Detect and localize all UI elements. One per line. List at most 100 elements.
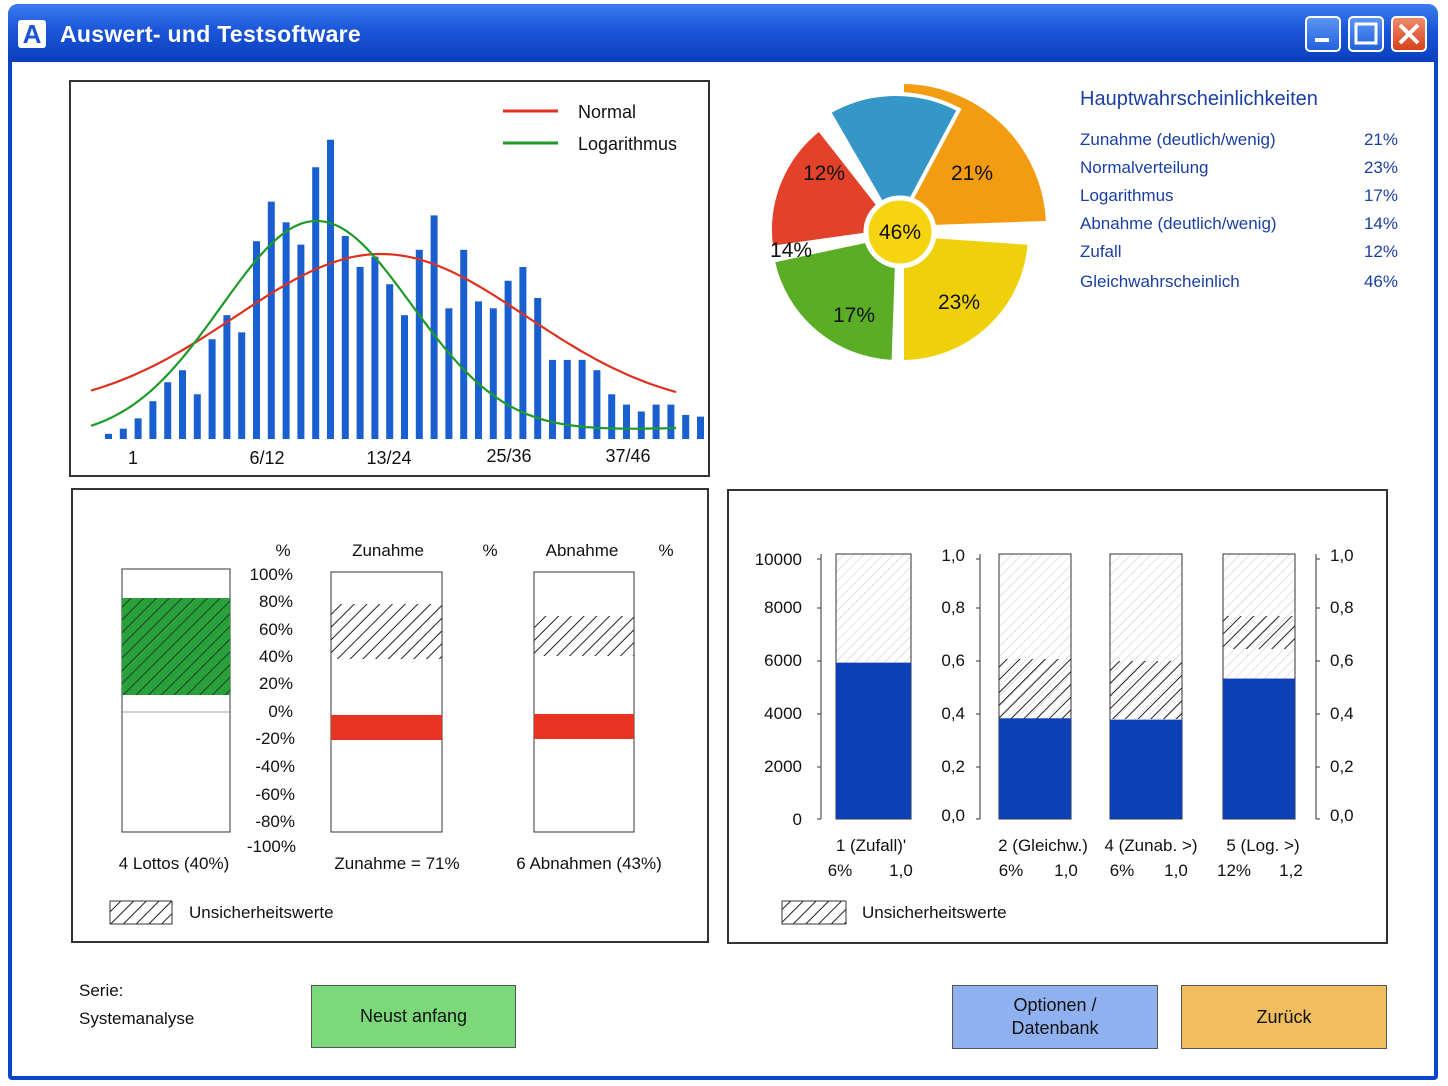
histogram-bar xyxy=(341,236,349,439)
lottos-uncertainty-hatch xyxy=(122,598,230,695)
pie-slice xyxy=(900,231,1032,365)
left-axis-tick: 0 xyxy=(793,810,802,829)
histogram-bar xyxy=(401,315,408,439)
zunahme-pct-header: % xyxy=(482,541,497,560)
histogram-bar xyxy=(519,267,527,439)
x-tick-label: 6/12 xyxy=(249,448,284,468)
probability-label: Zufall xyxy=(1080,242,1122,261)
minimize-button[interactable] xyxy=(1305,16,1341,52)
pie-slice xyxy=(768,126,902,251)
histogram-bar xyxy=(327,139,334,439)
back-button-label: Zurück xyxy=(1256,1006,1312,1027)
x-tick-label: 25/36 xyxy=(486,446,531,466)
probability-row: Logarithmus 17% xyxy=(1080,186,1398,206)
y-tick-label: -20% xyxy=(255,729,295,748)
title-bar[interactable]: A Auswert- und Testsoftware xyxy=(8,4,1438,62)
series-blue-fill xyxy=(1223,678,1295,819)
histogram-bar xyxy=(460,249,468,439)
zunahme-uncertainty-hatch xyxy=(331,604,442,659)
left-axis-tick: 10000 xyxy=(755,550,802,569)
minimize-icon xyxy=(1315,38,1329,42)
probability-label: Logarithmus xyxy=(1080,186,1174,205)
restart-button-label: Neust anfang xyxy=(359,1006,468,1026)
histogram-bar xyxy=(193,394,201,439)
abnahme-header: Abnahme xyxy=(546,541,619,560)
client-area: Normal Logarithmus 1 6/12 13/24 25/36 37… xyxy=(12,62,1434,1076)
y-tick-label: 20% xyxy=(259,674,293,693)
test-series-chart: 10000 8000 6000 4000 2000 0 1,0 0,8 0,6 … xyxy=(755,546,1354,925)
maximize-button[interactable] xyxy=(1348,16,1384,52)
histogram-bar xyxy=(475,301,482,439)
histogram-bar xyxy=(415,249,423,439)
probability-value: 23% xyxy=(1363,158,1398,177)
probability-label: Zunahme (deutlich/wenig) xyxy=(1080,130,1276,149)
series-sub-right: 1,2 xyxy=(1279,861,1303,880)
probability-value: 12% xyxy=(1363,242,1398,261)
histogram-bar xyxy=(223,315,231,439)
histogram-bar xyxy=(253,241,260,439)
pie-chart: 46% 21% 23% 17% 14% 12% xyxy=(768,82,1050,365)
histogram-bar xyxy=(282,222,290,439)
series-blue-fill xyxy=(836,662,911,819)
options-button-line1: Optionen / xyxy=(1013,995,1097,1015)
pie-slice xyxy=(770,231,901,364)
options-button-line2: Datenbank xyxy=(1011,1018,1099,1038)
abnahme-pct-header: % xyxy=(658,541,673,560)
series-sub-right: 1,0 xyxy=(1164,861,1188,880)
right-axis-tick: 0,6 xyxy=(1330,651,1354,670)
normal-curve xyxy=(90,252,677,394)
restart-button[interactable]: Neust anfang xyxy=(311,985,516,1048)
column-caption: Zunahme = 71% xyxy=(334,854,459,873)
left-axis-tick: 4000 xyxy=(764,704,802,723)
series-sub-right: 1,0 xyxy=(1054,861,1078,880)
mid-axis-tick: 1,0 xyxy=(941,546,965,565)
pie-slice-label: 21% xyxy=(951,162,993,185)
back-button[interactable]: Zurück xyxy=(1181,985,1387,1049)
probability-row: Gleichwahrscheinlich 46% xyxy=(1080,272,1398,292)
series-label: 4 (Zunab. >) xyxy=(1104,836,1197,855)
histogram-bar xyxy=(105,433,112,439)
left-axis-tick: 6000 xyxy=(764,651,802,670)
pie-slice-label: 17% xyxy=(833,304,875,327)
histogram-bar xyxy=(149,401,157,439)
series-label: 5 (Log. >) xyxy=(1226,836,1299,855)
right-axis-tick: 0,4 xyxy=(1330,704,1354,723)
pct-header: % xyxy=(275,541,290,560)
mid-axis-tick: 0,6 xyxy=(941,651,965,670)
mid-axis-tick: 0,4 xyxy=(941,704,965,723)
hatch-legend-swatch xyxy=(781,900,847,925)
mid-axis-tick: 0,8 xyxy=(941,598,965,617)
hatch-legend-swatch xyxy=(109,900,173,925)
series-blue-fill xyxy=(1110,719,1182,819)
histogram-bar xyxy=(549,359,556,439)
close-button[interactable] xyxy=(1391,16,1427,52)
y-tick-label: 100% xyxy=(250,565,293,584)
y-tick-label: 60% xyxy=(259,620,293,639)
series-label: 1 (Zufall)' xyxy=(836,836,906,855)
legend-normal-label: Normal xyxy=(578,102,636,122)
histogram-bar xyxy=(297,244,305,439)
serie-value: Systemanalyse xyxy=(79,1009,195,1028)
abnahme-column xyxy=(533,571,635,833)
series-sub-left: 6% xyxy=(1110,861,1135,880)
pie-slice xyxy=(826,92,962,233)
pie-slice-label: 14% xyxy=(770,239,812,262)
histogram-bar xyxy=(682,414,690,439)
histogram-bar xyxy=(697,416,704,439)
probability-value: 14% xyxy=(1363,214,1398,233)
histogram-bar xyxy=(386,284,394,439)
hatch-legend-label: Unsicherheitswerte xyxy=(189,903,334,922)
options-database-button[interactable]: Optionen / Datenbank xyxy=(952,985,1158,1049)
histogram-bar xyxy=(134,418,142,439)
probability-row: Abnahme (deutlich/wenig) 14% xyxy=(1080,214,1398,234)
hatch-legend-label: Unsicherheitswerte xyxy=(862,903,1007,922)
zunahme-header: Zunahme xyxy=(352,541,424,560)
histogram-bar xyxy=(119,428,127,439)
series-uncertainty-hatch xyxy=(1110,661,1182,719)
test-series-panel: 10000 8000 6000 4000 2000 0 1,0 0,8 0,6 … xyxy=(727,489,1388,944)
probability-row: Zufall 12% xyxy=(1080,242,1398,262)
trend-chart: % 100% 80% 60% 40% 20% 0% -20% -40% -60%… xyxy=(109,541,674,925)
histogram-bar xyxy=(267,201,275,439)
histogram-bar xyxy=(504,280,512,439)
y-tick-label: -100% xyxy=(247,837,296,856)
